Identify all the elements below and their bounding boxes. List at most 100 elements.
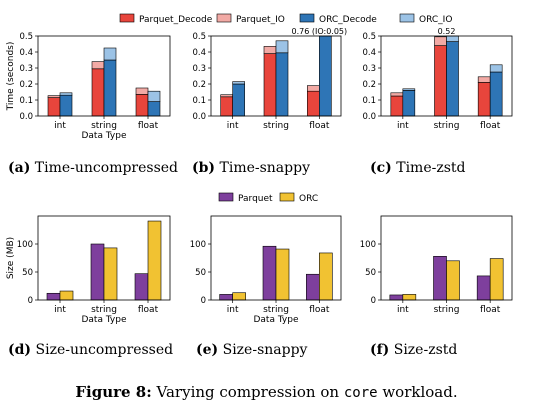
bar-parquet-io-2-2: [477, 76, 491, 83]
bar-orc-4-1: [275, 248, 290, 301]
y-tick-label-0-3: 0.3: [19, 64, 33, 74]
y-tick-label-1-2: 0.2: [192, 80, 206, 90]
bar-orc-4-0: [232, 292, 246, 301]
y-tick-label-0-5: 0.5: [19, 32, 33, 42]
bar-orc-decode-2-1: [446, 41, 459, 117]
y-tick-label-4-0: 0: [201, 296, 206, 306]
x-tick-label-4-1: string: [263, 305, 289, 315]
figure-canvas: Parquet_Decode Parquet_IO ORC_Decode ORC_IO…: [6, 13, 513, 325]
bar-orc-io-1-0: [232, 81, 245, 85]
bar-parquet-io-2-1: [434, 36, 447, 46]
plot-frame-1: [210, 35, 342, 117]
bar-parquet-io-2-0: [390, 92, 404, 97]
legend-label-time-2: ORC_Decode: [319, 15, 377, 25]
bar-orc-3-1: [103, 247, 118, 301]
y-tick-label-2-1: 0.1: [362, 96, 376, 106]
x-tick-label-3-2: float: [138, 305, 159, 315]
legend-swatch-time-0: [119, 13, 135, 23]
bar-orc-3-0: [59, 290, 74, 301]
bar-parquet-decode-2-0: [390, 95, 404, 117]
bar-orc-io-2-0: [402, 88, 416, 91]
y-tick-label-3-1: 50: [22, 268, 33, 278]
bar-orc-io-2-1: [446, 35, 459, 42]
bar-orc-io-1-1: [275, 40, 289, 54]
x-tick-label-2-1: string: [434, 121, 460, 131]
caption-a: (a) Time-uncompressed: [8, 160, 179, 176]
chart-panel-5: 0 50 100 int string float: [360, 215, 513, 315]
chart-panel-0: 0.0 0.1 0.2 0.3 0.4 0.5 int string float Data Typ…: [6, 32, 171, 141]
bar-orc-5-0: [402, 294, 417, 301]
bar-orc-decode-0-0: [59, 94, 73, 117]
x-tick-label-5-2: float: [480, 305, 501, 315]
x-axis-label-4: Data Type: [253, 315, 298, 325]
legend-swatch-size-0: [218, 192, 234, 202]
bar-parquet-decode-1-0: [220, 96, 233, 117]
plot-frame-5: [380, 215, 513, 301]
bar-parquet-3-0: [46, 292, 61, 301]
x-axis-label-3: Data Type: [81, 315, 126, 325]
y-tick-label-2-2: 0.2: [362, 80, 376, 90]
y-tick-label-4-1: 50: [195, 268, 206, 278]
bar-orc-decode-0-2: [147, 101, 161, 117]
bar-orc-decode-1-2: [319, 35, 332, 117]
bar-orc-io-0-1: [103, 47, 117, 61]
y-axis-label-3: Size (MB): [6, 237, 16, 279]
x-tick-label-3-1: string: [91, 305, 117, 315]
x-tick-label-1-2: float: [309, 121, 330, 131]
bar-orc-decode-0-1: [103, 59, 117, 117]
x-tick-label-4-2: float: [309, 305, 330, 315]
legend-swatch-time-3: [399, 13, 415, 23]
bar-parquet-decode-1-2: [307, 90, 320, 117]
bar-parquet-4-0: [219, 294, 233, 301]
bar-orc-decode-1-0: [232, 83, 245, 117]
y-tick-label-0-0: 0.0: [19, 112, 33, 122]
plot-frame-3: [37, 215, 171, 301]
x-tick-label-1-0: int: [227, 121, 239, 131]
x-tick-label-1-1: string: [263, 121, 289, 131]
legend-label-time-0: Parquet_Decode: [139, 15, 213, 25]
x-axis-label-0: Data Type: [81, 131, 126, 141]
bar-parquet-5-2: [476, 275, 491, 301]
bar-parquet-decode-2-2: [477, 82, 491, 117]
bar-parquet-decode-0-2: [135, 94, 149, 117]
bar-parquet-io-0-0: [47, 95, 61, 98]
y-tick-label-0-4: 0.4: [19, 48, 33, 58]
chart-panel-2: 0.0 0.1 0.2 0.3 0.4 0.5 int string float 0.52: [362, 27, 513, 131]
caption-e: (e) Size-snappy: [196, 342, 308, 358]
x-tick-label-4-0: int: [227, 305, 239, 315]
chart-panel-3: 0 50 100 int string float Data Type Size (MB): [6, 215, 171, 325]
figure-caption: Figure 8: Varying compression on core wo…: [75, 383, 458, 401]
bar-parquet-4-2: [306, 273, 320, 301]
caption-f: (f) Size-zstd: [370, 342, 458, 358]
annotation-1: 0.76 (IO:0.05): [292, 27, 348, 36]
y-tick-label-2-0: 0.0: [362, 112, 376, 122]
bar-orc-io-2-2: [489, 64, 503, 73]
x-tick-label-3-0: int: [54, 305, 66, 315]
bar-orc-5-1: [446, 260, 460, 301]
bar-parquet-3-2: [134, 273, 149, 301]
x-tick-label-5-1: string: [434, 305, 460, 315]
bar-parquet-5-1: [433, 256, 447, 301]
y-tick-label-5-1: 50: [365, 268, 376, 278]
bar-parquet-io-1-2: [307, 85, 320, 92]
y-tick-label-1-4: 0.4: [192, 48, 206, 58]
bar-parquet-4-1: [262, 245, 277, 301]
legend-label-time-3: ORC_IO: [419, 15, 452, 25]
x-tick-label-2-0: int: [397, 121, 409, 131]
x-tick-label-0-0: int: [54, 121, 66, 131]
bar-orc-3-2: [147, 220, 162, 301]
legend-swatch-time-2: [299, 13, 315, 23]
bar-orc-4-2: [319, 252, 333, 301]
y-tick-label-2-5: 0.5: [362, 32, 376, 42]
caption-b: (b) Time-snappy: [192, 160, 310, 176]
legend-label-size-1: ORC: [299, 194, 318, 204]
y-tick-label-5-0: 0: [371, 296, 376, 306]
y-tick-label-4-2: 100: [190, 240, 206, 250]
y-tick-label-0-2: 0.2: [19, 80, 33, 90]
bar-parquet-3-1: [90, 243, 105, 301]
y-tick-label-1-1: 0.1: [192, 96, 206, 106]
bar-parquet-io-1-0: [220, 94, 233, 98]
bar-orc-decode-1-1: [275, 52, 289, 117]
plot-frame-2: [380, 35, 513, 117]
caption-c: (c) Time-zstd: [370, 160, 466, 176]
